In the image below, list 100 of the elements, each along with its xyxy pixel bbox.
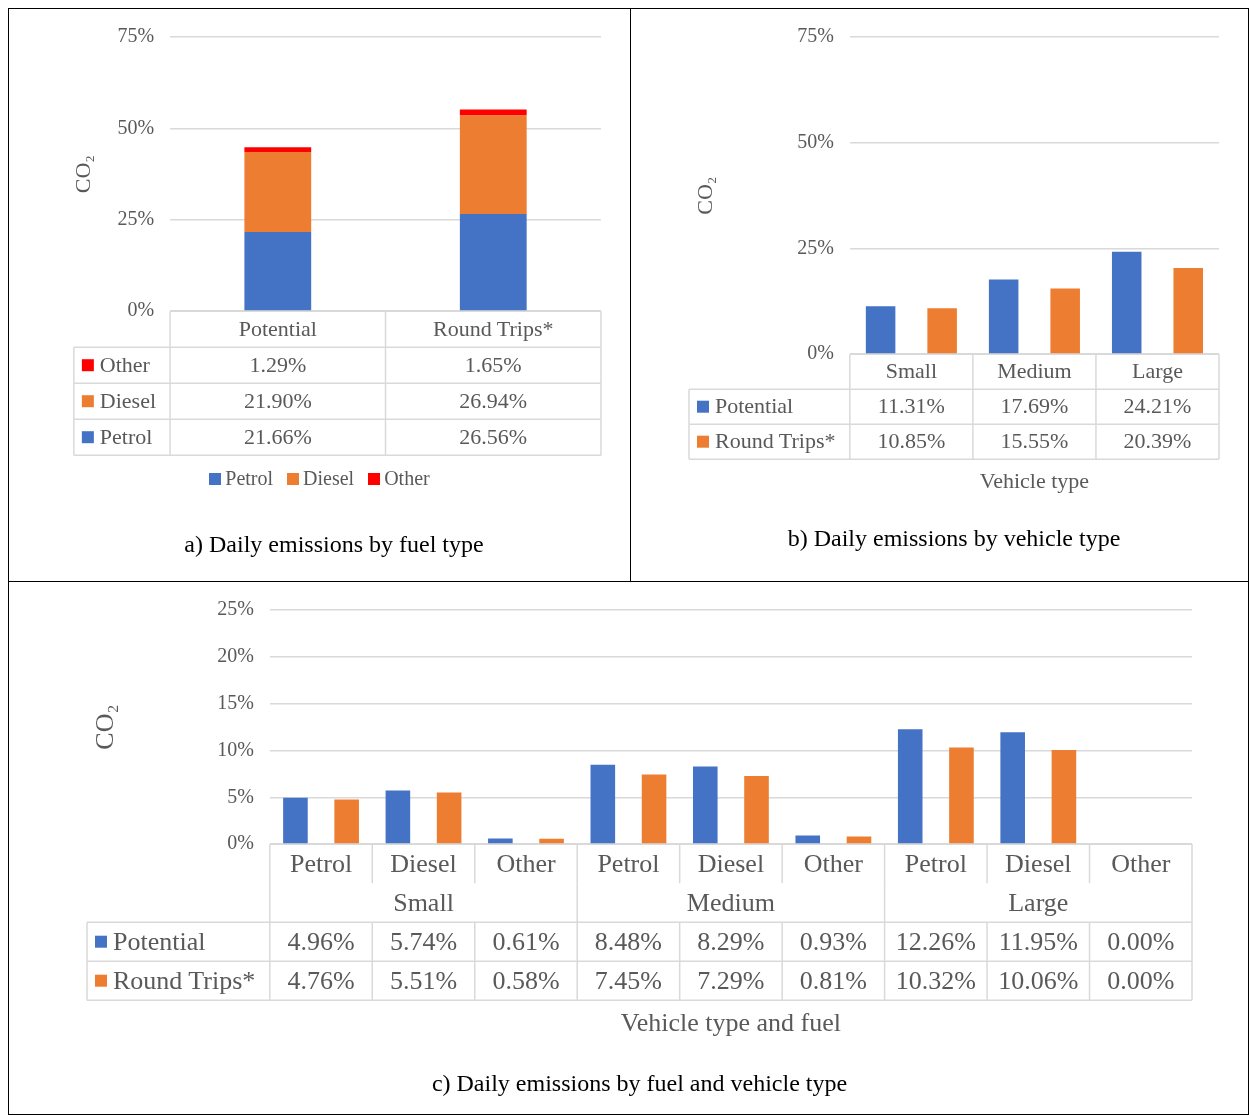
data-label: 5.51%: [389, 965, 458, 995]
data-label: 4.76%: [287, 965, 355, 995]
y-tick-label: 50%: [117, 115, 155, 138]
x-axis-title: Vehicle type: [979, 467, 1090, 493]
x-tick-label: Large: [1132, 358, 1183, 384]
bar: [897, 729, 923, 844]
data-label: 12.26%: [895, 926, 976, 956]
x-tick-label: Diesel: [697, 848, 765, 878]
y-tick-label: 0%: [127, 298, 155, 321]
x-tick-label: Diesel: [390, 848, 457, 878]
x-tick-label: Petrol: [289, 848, 353, 878]
data-label: 15.55%: [1000, 428, 1069, 454]
bar: [744, 775, 769, 844]
y-tick-label: 0%: [227, 831, 254, 854]
bar: [1000, 732, 1025, 844]
data-label: 0.61%: [492, 926, 560, 956]
bar: [459, 115, 527, 215]
data-label: 0.93%: [799, 926, 867, 956]
bar: [1173, 267, 1203, 354]
data-label: 26.94%: [459, 387, 528, 413]
bar: [692, 766, 718, 844]
data-label: 0.81%: [799, 965, 867, 995]
data-label: 8.29%: [697, 926, 765, 956]
bar: [865, 306, 896, 354]
y-tick-label: 25%: [797, 235, 834, 258]
x-tick-label: Small: [885, 358, 938, 384]
y-tick-label: 20%: [217, 644, 254, 667]
text: Other: [384, 467, 430, 490]
bar: [795, 835, 821, 844]
data-label: 0.00%: [1107, 965, 1175, 995]
data-label: 1.65%: [464, 351, 522, 377]
text: Large: [1008, 887, 1069, 917]
bar: [244, 232, 312, 311]
bar: [641, 774, 667, 844]
data-label: 7.29%: [697, 965, 765, 995]
data-label: 8.48%: [594, 926, 663, 956]
data-label: 20.39%: [1123, 428, 1192, 454]
text: c) Daily emissions by fuel and vehicle type: [431, 1069, 848, 1096]
text: b) Daily emissions by vehicle type: [787, 524, 1121, 551]
y-tick-label: 10%: [217, 737, 254, 760]
bar: [334, 799, 359, 844]
bar: [488, 838, 513, 844]
x-tick-label: Other: [496, 848, 556, 878]
data-label: 0.00%: [1107, 926, 1175, 956]
text: Medium: [686, 887, 775, 917]
y-tick-label: 0%: [807, 341, 834, 364]
data-label: 26.56%: [459, 423, 528, 449]
bar: [283, 797, 308, 844]
y-tick-label: 50%: [797, 129, 834, 152]
text: Small: [393, 887, 454, 917]
bar: [988, 279, 1019, 354]
data-label: 1.29%: [249, 351, 307, 377]
bar: [244, 151, 312, 233]
data-label: 11.31%: [877, 393, 945, 419]
x-tick-label: Petrol: [904, 848, 967, 878]
legend-label: Petrol: [99, 423, 153, 449]
y-tick-label: 5%: [227, 784, 254, 807]
data-label: 5.74%: [389, 926, 458, 956]
text: Petrol: [225, 467, 274, 490]
data-label: 21.66%: [243, 423, 312, 449]
bar: [1051, 749, 1077, 844]
bar: [436, 792, 462, 844]
y-axis-title: CO₂: [69, 154, 95, 194]
data-label: 4.96%: [287, 926, 355, 956]
data-label: 10.85%: [877, 428, 946, 454]
legend-label: Round Trips*: [113, 965, 256, 995]
y-tick-label: 25%: [117, 207, 155, 230]
x-tick-label: Other: [803, 848, 864, 878]
data-label: 10.32%: [895, 965, 976, 995]
y-tick-label: 25%: [217, 597, 254, 620]
legend-label: Potential: [715, 393, 794, 419]
bar: [1050, 288, 1080, 354]
y-tick-label: 75%: [797, 24, 834, 47]
text: Diesel: [303, 467, 355, 490]
bar: [1111, 251, 1142, 354]
y-axis-title: CO₂: [691, 176, 717, 215]
data-label: 21.90%: [243, 387, 312, 413]
data-label: 11.95%: [998, 926, 1078, 956]
data-label: 0.58%: [492, 965, 560, 995]
bar: [949, 747, 974, 844]
bar: [459, 109, 527, 116]
bar: [244, 147, 312, 152]
y-tick-label: 75%: [117, 24, 155, 47]
text: a) Daily emissions by fuel type: [184, 530, 484, 557]
bar: [385, 790, 411, 844]
data-label: 24.21%: [1123, 393, 1192, 419]
bar: [459, 214, 527, 311]
data-label: 7.45%: [594, 965, 663, 995]
data-label: 10.06%: [998, 965, 1079, 995]
x-tick-label: Other: [1111, 848, 1171, 878]
y-tick-label: 15%: [217, 690, 254, 713]
legend-label: Diesel: [99, 387, 157, 413]
x-axis-title: Vehicle type and fuel: [620, 1008, 841, 1038]
x-tick-label: Petrol: [597, 848, 660, 878]
legend-label: Potential: [113, 926, 206, 956]
legend-label: Round Trips*: [715, 428, 836, 454]
x-tick-label: Medium: [997, 358, 1072, 384]
x-tick-label: Diesel: [1005, 848, 1072, 878]
bar: [590, 764, 616, 844]
bar: [927, 308, 957, 354]
